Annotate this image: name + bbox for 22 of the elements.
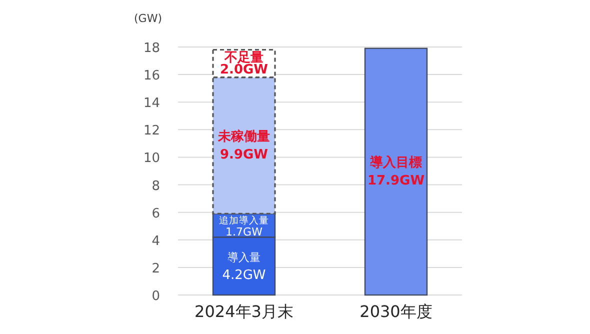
series-label: 導入目標 (369, 154, 422, 171)
y-tick-label: 18 (143, 41, 160, 56)
series-label: 導入量 (228, 251, 260, 264)
y-tick-label: 14 (143, 96, 160, 112)
data-label: 9.9GW (220, 148, 268, 163)
y-tick-label: 12 (143, 124, 160, 139)
series-label: 追加導入量 (219, 214, 269, 226)
y-tick-label: 0 (152, 289, 160, 304)
y-axis-title: (GW) (134, 12, 162, 25)
data-label: 17.9GW (367, 174, 425, 189)
data-label: 2.0GW (220, 62, 268, 78)
y-tick-label: 16 (143, 68, 160, 84)
y-tick-label: 8 (152, 178, 160, 194)
y-tick-label: 2 (152, 261, 160, 276)
data-label: 4.2GW (222, 268, 266, 284)
x-tick-label: 2024年3月末 (194, 302, 294, 321)
y-tick-label: 10 (143, 151, 160, 166)
y-tick-label: 4 (152, 234, 160, 249)
x-tick-label: 2030年度 (360, 302, 432, 321)
series-label: 未稼働量 (217, 128, 270, 145)
data-label: 1.7GW (226, 225, 263, 238)
y-tick-label: 6 (152, 206, 160, 222)
